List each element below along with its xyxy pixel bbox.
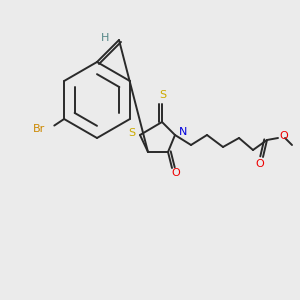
Text: O: O <box>256 159 264 169</box>
Text: O: O <box>172 168 180 178</box>
Text: Br: Br <box>33 124 45 134</box>
Text: O: O <box>279 131 288 141</box>
Text: S: S <box>159 90 167 100</box>
Text: N: N <box>179 127 187 137</box>
Text: S: S <box>128 128 136 138</box>
Text: H: H <box>101 33 109 43</box>
